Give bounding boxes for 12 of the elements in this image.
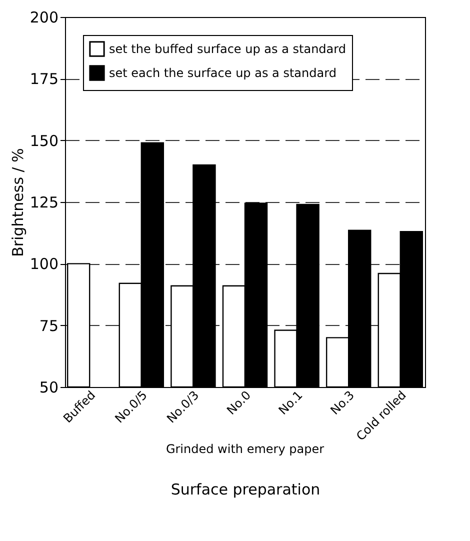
legend-label: set the buffed surface up as a standard — [109, 42, 346, 56]
x-axis-title: Surface preparation — [170, 480, 320, 499]
text: Grinded with emery paper — [166, 442, 324, 456]
y-tick-label: 75 — [39, 316, 58, 335]
y-tick-label: 100 — [30, 255, 58, 274]
y-tick-label: 175 — [30, 70, 58, 88]
y-axis-title: Brightness / % — [8, 148, 27, 257]
y-tick-label: 200 — [30, 8, 58, 26]
y-tick-label: 50 — [39, 378, 58, 396]
y-tick-label: 150 — [30, 132, 58, 150]
y-tick-label: 125 — [30, 194, 58, 212]
legend-label: set each the surface up as a standard — [109, 66, 336, 80]
